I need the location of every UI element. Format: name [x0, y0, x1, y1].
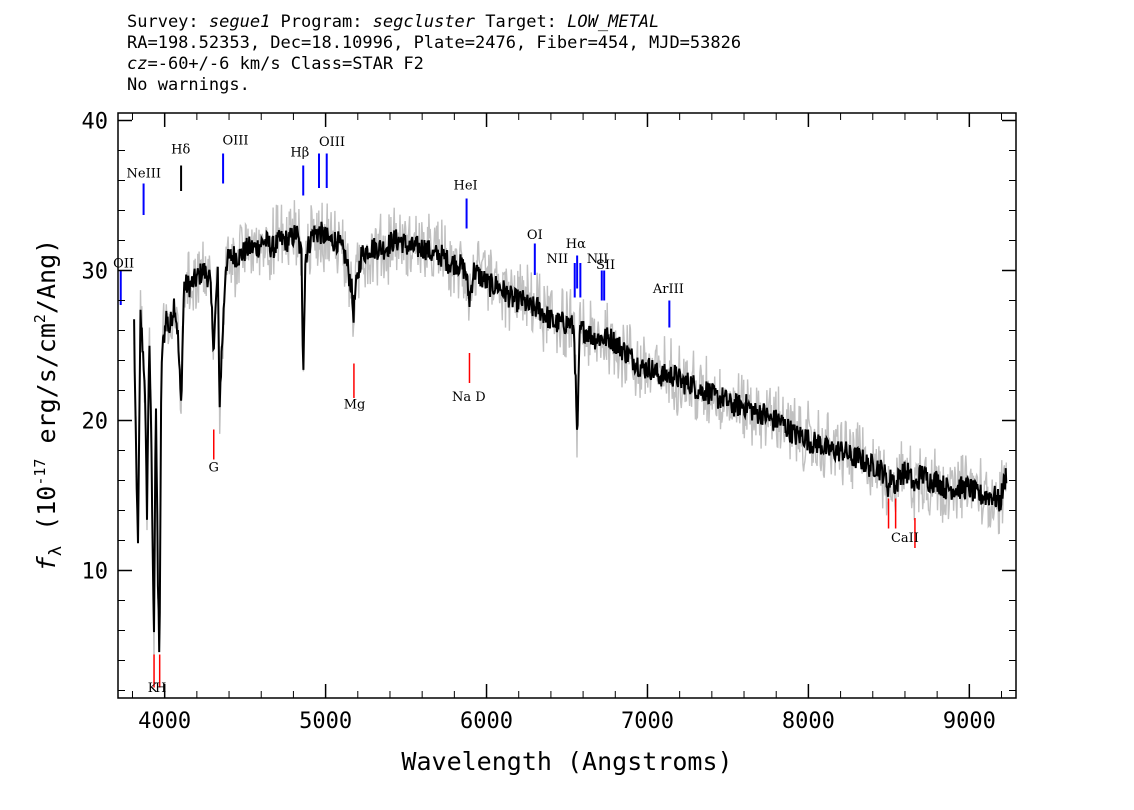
program-label: Program: — [270, 12, 373, 32]
spectral-line-label: Na D — [452, 390, 486, 405]
flux-line — [133, 221, 1008, 653]
x-tick-label: 9000 — [943, 709, 996, 734]
spectral-line-label: HeI — [454, 179, 478, 194]
survey-label: Survey: — [127, 12, 209, 32]
spectral-line-label: OIII — [319, 135, 345, 150]
cz-value: =-60+/-6 — [147, 54, 230, 74]
survey-value: segue1 — [208, 12, 271, 32]
header-line-redshift: cz=-60+/-6 km/s Class=STAR F2 — [127, 54, 741, 75]
spectral-line-labels: OIINeIIIHδOIIIHβOIIIHeIOINIIHαNIISIIArII… — [113, 134, 919, 697]
flux-series — [133, 221, 1008, 653]
spectral-line-label: ArIII — [652, 282, 684, 297]
program-value: segcluster — [372, 12, 476, 32]
cz-class: km/s Class=STAR F2 — [229, 54, 424, 74]
noise-band — [133, 200, 1007, 656]
y-tick-label: 30 — [82, 260, 109, 285]
spectral-line-label: SII — [596, 258, 615, 273]
y-tick-label: 40 — [82, 110, 109, 135]
noise-band-line — [133, 200, 1007, 656]
spectrum-header: Survey: segue1 Program: segcluster Targe… — [127, 12, 741, 96]
spectral-line-label: G — [209, 461, 219, 476]
x-tick-label: 8000 — [782, 709, 835, 734]
header-line-coordinates: RA=198.52353, Dec=18.10996, Plate=2476, … — [127, 33, 742, 53]
target-label: Target: — [475, 12, 568, 32]
cz-label: cz — [127, 54, 148, 74]
header-line-warnings: No warnings. — [127, 75, 250, 95]
spectral-line-label: NII — [547, 252, 569, 267]
plot-frame — [117, 112, 1017, 699]
spectral-line-label: OI — [527, 228, 543, 243]
spectral-line-markers — [119, 153, 916, 688]
x-tick-label: 7000 — [621, 709, 674, 734]
header-line-survey: Survey: segue1 Program: segcluster Targe… — [127, 12, 741, 33]
target-value: LOW_METAL — [567, 12, 660, 32]
spectral-line-label: Hδ — [171, 143, 190, 158]
spectral-line-label: OII — [113, 257, 134, 272]
spectral-line-label: OIII — [222, 134, 248, 149]
y-tick-label: 10 — [82, 560, 109, 585]
x-tick-label: 6000 — [460, 709, 513, 734]
axis-ticks: 4000 5000 6000 7000 8000 9000 10 20 30 40 — [82, 110, 1016, 734]
spectral-line-label: K — [148, 681, 158, 696]
x-tick-label: 5000 — [299, 709, 352, 734]
spectral-line-label: H — [155, 681, 166, 696]
spectral-line-label: NII — [587, 252, 609, 267]
x-tick-label: 4000 — [138, 709, 191, 734]
x-axis-title: Wavelength (Angstroms) — [401, 747, 732, 776]
spectral-line-label: NeIII — [127, 167, 161, 182]
y-axis-title: fλ (10-17 erg/s/cm2/Ang) — [31, 239, 66, 571]
y-tick-label: 20 — [82, 410, 109, 435]
spectral-line-label: CaII — [891, 531, 919, 546]
spectral-line-label: Hα — [566, 237, 586, 252]
spectral-line-label: Mg — [344, 398, 366, 413]
spectral-line-label: Hβ — [290, 146, 309, 161]
